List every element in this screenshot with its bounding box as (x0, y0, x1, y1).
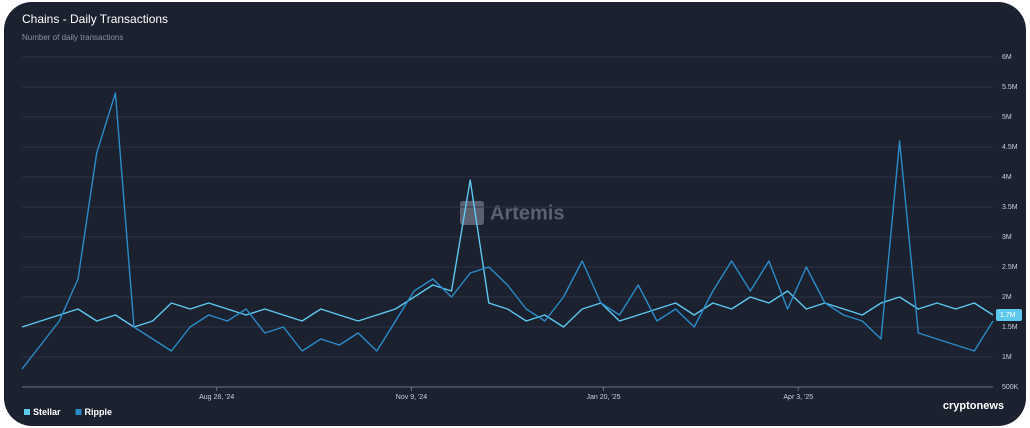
last-value-label: 1.7M (1000, 312, 1016, 319)
y-tick-label: 3.5M (1002, 204, 1018, 211)
y-tick-label: 1M (1002, 354, 1012, 361)
x-tick-label: Apr 3, '25 (783, 394, 813, 401)
y-tick-label: 1.5M (1002, 324, 1018, 331)
series-line (21, 92, 994, 370)
y-tick-label: 5M (1002, 114, 1012, 121)
y-tick-label: 4.5M (1002, 144, 1018, 151)
y-tick-label: 2.5M (1002, 264, 1018, 271)
x-tick-label: Nov 9, '24 (396, 394, 427, 401)
panel (4, 2, 1026, 426)
y-tick-label: 3M (1002, 234, 1012, 241)
legend-label: Stellar (33, 407, 61, 417)
legend-label: Ripple (85, 407, 113, 417)
series-line (21, 179, 994, 328)
y-tick-label: 6M (1002, 54, 1012, 61)
watermark: Artemis (490, 202, 564, 224)
source-logo: cryptonews (943, 400, 1004, 412)
last-value-badge (996, 309, 1022, 321)
y-tick-label: 4M (1002, 174, 1012, 181)
legend-swatch (75, 409, 82, 415)
x-tick-label: Jan 20, '25 (587, 394, 621, 401)
y-tick-label: 2M (1002, 294, 1012, 301)
y-tick-label: 500K (1002, 384, 1019, 391)
chart-title: Chains - Daily Transactions (22, 12, 168, 26)
y-tick-label: 5.5M (1002, 84, 1018, 91)
legend-swatch (24, 409, 30, 415)
x-tick-label: Aug 28, '24 (199, 394, 234, 401)
chart-subtitle: Number of daily transactions (22, 33, 123, 42)
